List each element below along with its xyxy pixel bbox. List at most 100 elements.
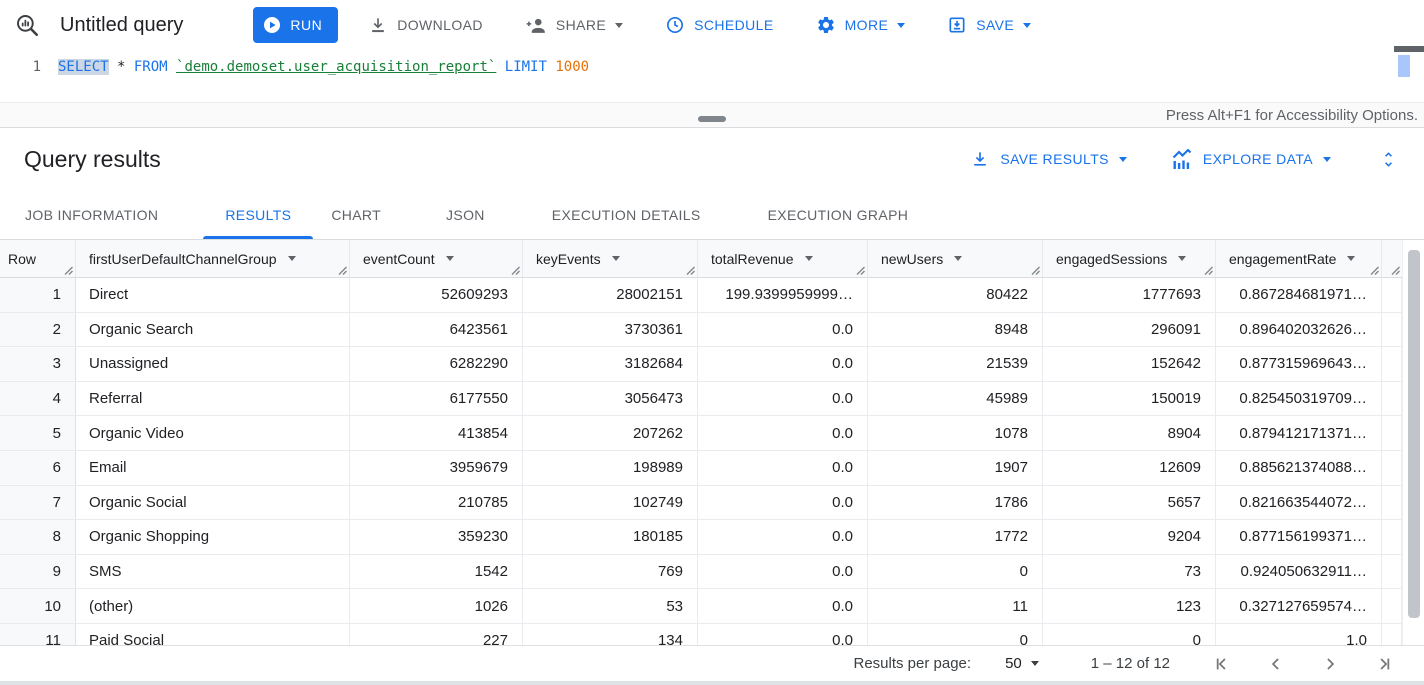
table-cell: 1078: [868, 416, 1043, 450]
page-size-select[interactable]: 50: [1005, 655, 1039, 672]
column-resize-handle[interactable]: [1203, 265, 1213, 275]
horizontal-scrollbar-track[interactable]: [0, 681, 1424, 685]
table-cell: 73: [1043, 554, 1216, 589]
schedule-button[interactable]: SCHEDULE: [653, 7, 785, 43]
table-cell: 227: [350, 623, 523, 645]
results-per-page-label: Results per page:: [853, 655, 972, 672]
editor-scrollbar-thumb[interactable]: [1398, 55, 1410, 77]
save-results-button[interactable]: SAVE RESULTS: [970, 141, 1127, 177]
column-menu-caret-icon[interactable]: [1347, 256, 1356, 261]
column-menu-caret-icon[interactable]: [611, 256, 620, 261]
explore-data-caret-icon: [1323, 156, 1331, 162]
table-row: 1 Direct 52609293 28002151 199.9399959999… 80…: [0, 278, 1424, 313]
column-label: firstUserDefaultChannelGroup: [89, 250, 277, 267]
column-resize-handle[interactable]: [855, 265, 865, 275]
row-number-cell: 2: [0, 312, 76, 347]
table-cell-overflow: [1382, 347, 1402, 381]
table-row: 4 Referral 6177550 3056473 0.0 45989 150019 0.8…: [0, 381, 1424, 417]
table-scrollbar[interactable]: [1402, 240, 1424, 645]
table-cell: 0.877315969643…: [1216, 347, 1382, 381]
code-line[interactable]: SELECT * FROM `demo.demoset.user_acquisi…: [58, 50, 589, 102]
table-cell: 0.0: [698, 312, 868, 347]
table-cell: Organic Shopping: [76, 520, 350, 554]
table-cell: 359230: [350, 520, 523, 554]
table-cell-overflow: [1382, 312, 1402, 347]
column-resize-handle[interactable]: [510, 265, 520, 275]
column-menu-caret-icon[interactable]: [445, 256, 454, 261]
tab-json[interactable]: JSON: [446, 206, 485, 223]
tab-execution-graph[interactable]: EXECUTION GRAPH: [767, 206, 909, 223]
column-resize-handle[interactable]: [685, 265, 695, 275]
column-header-new-users[interactable]: newUsers: [868, 240, 1043, 277]
table-cell: 413854: [350, 416, 523, 450]
download-button[interactable]: DOWNLOAD: [356, 7, 495, 43]
table-cell: 8948: [868, 312, 1043, 347]
tab-job-information[interactable]: JOB INFORMATION: [25, 206, 159, 223]
download-label: DOWNLOAD: [397, 17, 483, 33]
sql-editor[interactable]: 1 SELECT * FROM `demo.demoset.user_acqui…: [0, 46, 1424, 102]
code-token: [168, 59, 176, 75]
table-scrollbar-thumb[interactable]: [1408, 250, 1420, 618]
column-menu-caret-icon[interactable]: [954, 256, 963, 261]
table-cell-overflow: [1382, 589, 1402, 623]
table-cell: 0.0: [698, 589, 868, 623]
table-cell: 210785: [350, 485, 523, 520]
table-cell: 11: [868, 589, 1043, 623]
column-resize-handle[interactable]: [1369, 265, 1379, 275]
previous-page-button[interactable]: [1266, 654, 1286, 674]
table-cell: 45989: [868, 381, 1043, 416]
code-token: FROM: [133, 59, 168, 75]
table-cell: 1542: [350, 554, 523, 589]
row-number-cell: 8: [0, 520, 76, 554]
table-cell-overflow: [1382, 278, 1402, 312]
column-menu-caret-icon[interactable]: [804, 256, 813, 261]
table-cell: 0.327127659574…: [1216, 589, 1382, 623]
first-page-button[interactable]: [1212, 654, 1232, 674]
editor-scrollbar-cap: [1394, 46, 1424, 52]
run-button[interactable]: RUN: [253, 7, 339, 43]
table-cell: 152642: [1043, 347, 1216, 381]
last-page-button[interactable]: [1374, 654, 1394, 674]
column-header-engaged-sessions[interactable]: engagedSessions: [1043, 240, 1216, 277]
column-label: keyEvents: [536, 250, 601, 267]
column-label: engagementRate: [1229, 250, 1337, 267]
column-header-row-number[interactable]: Row: [0, 240, 76, 277]
column-resize-handle[interactable]: [63, 265, 73, 275]
table-cell: 80422: [868, 278, 1043, 312]
column-header-engagement-rate[interactable]: engagementRate: [1216, 240, 1382, 277]
table-row: 5 Organic Video 413854 207262 0.0 1078 8904 0.8…: [0, 416, 1424, 451]
tab-results[interactable]: RESULTS: [203, 190, 314, 239]
column-menu-caret-icon[interactable]: [287, 256, 296, 261]
column-header-event-count[interactable]: eventCount: [350, 240, 523, 277]
table-cell: 0.0: [698, 554, 868, 589]
more-button[interactable]: MORE: [804, 7, 918, 43]
query-tab-title: Untitled query: [60, 13, 184, 36]
explore-data-button[interactable]: EXPLORE DATA: [1171, 141, 1331, 177]
column-resize-handle[interactable]: [1390, 265, 1400, 275]
person-add-icon: [525, 15, 547, 35]
column-resize-handle[interactable]: [1030, 265, 1040, 275]
tab-execution-details[interactable]: EXECUTION DETAILS: [551, 206, 701, 223]
next-page-button[interactable]: [1320, 654, 1340, 674]
table-cell: 5657: [1043, 485, 1216, 520]
panel-resize-handle[interactable]: [698, 116, 726, 122]
collapse-results-button[interactable]: [1379, 149, 1398, 170]
tab-chart[interactable]: CHART: [331, 206, 382, 223]
column-header-total-revenue[interactable]: totalRevenue: [698, 240, 868, 277]
code-token: SELECT: [58, 59, 109, 75]
table-cell-overflow: [1382, 554, 1402, 589]
share-caret-icon: [615, 22, 624, 28]
column-header-channel-group[interactable]: firstUserDefaultChannelGroup: [76, 240, 350, 277]
table-cell: 0.867284681971…: [1216, 278, 1382, 312]
share-button[interactable]: SHARE: [513, 7, 635, 43]
column-menu-caret-icon[interactable]: [1178, 256, 1187, 261]
table-row: 2 Organic Search 6423561 3730361 0.0 8948 2960…: [0, 312, 1424, 348]
row-number-cell: 4: [0, 381, 76, 416]
share-label: SHARE: [555, 17, 607, 33]
save-button[interactable]: SAVE: [935, 7, 1043, 43]
row-number-cell: 11: [0, 623, 76, 645]
table-cell: 9204: [1043, 520, 1216, 554]
column-header-key-events[interactable]: keyEvents: [523, 240, 698, 277]
column-resize-handle[interactable]: [337, 265, 347, 275]
table-cell: 0.896402032626…: [1216, 312, 1382, 347]
